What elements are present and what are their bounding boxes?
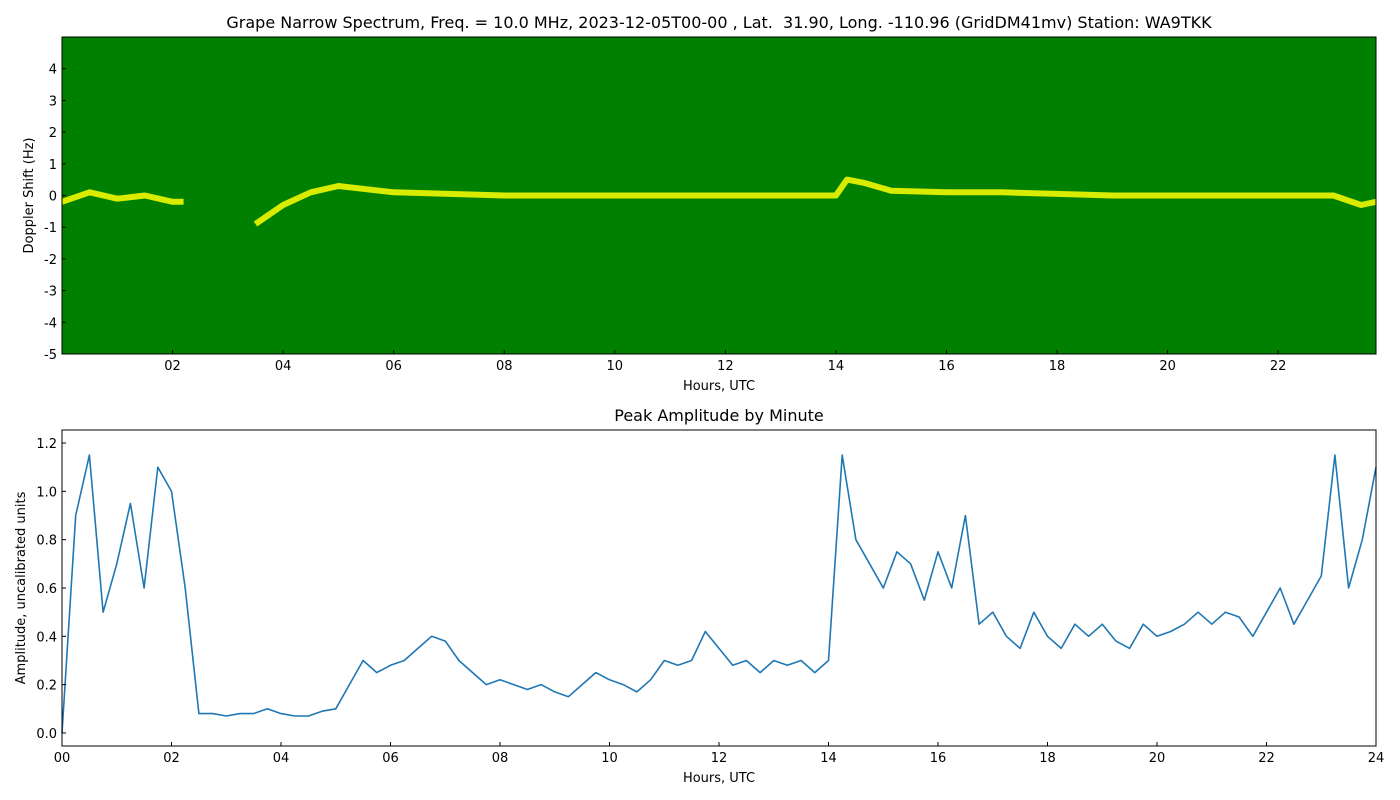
amplitude-line (61, 454, 1377, 734)
x-tick-label: 08 (492, 751, 509, 766)
y-axis-label: Doppler Shift (Hz) (22, 138, 37, 254)
y-axis-label: Amplitude, uncalibrated units (14, 491, 29, 684)
x-tick-label: 16 (930, 751, 947, 766)
x-tick-label: 20 (1159, 359, 1176, 374)
y-tick-label: 0.6 (36, 582, 57, 597)
y-tick-label: 1 (49, 158, 57, 173)
x-tick-label: 10 (607, 359, 624, 374)
y-tick-label: 0.4 (36, 630, 57, 645)
x-tick-label: 04 (273, 751, 290, 766)
y-tick-label: -5 (44, 348, 57, 363)
x-tick-label: 16 (938, 359, 955, 374)
chart-title: Grape Narrow Spectrum, Freq. = 10.0 MHz,… (226, 13, 1212, 32)
x-tick-label: 14 (828, 359, 845, 374)
x-tick-label: 02 (164, 359, 181, 374)
axes-frame (61, 429, 1377, 747)
chart-title: Peak Amplitude by Minute (614, 406, 824, 425)
doppler-trace (61, 176, 1377, 227)
x-tick-label: 02 (163, 751, 180, 766)
x-tick-label: 18 (1049, 359, 1066, 374)
x-tick-label: 06 (382, 751, 399, 766)
y-tick-label: 4 (49, 63, 57, 78)
x-tick-label: 12 (717, 359, 734, 374)
y-tick-label: -1 (44, 221, 57, 236)
y-tick-label: 2 (49, 126, 57, 141)
y-tick-label: 3 (49, 94, 57, 109)
x-tick-label: 18 (1039, 751, 1056, 766)
y-tick-label: 0.0 (36, 727, 57, 742)
y-tick-label: -2 (44, 253, 57, 268)
x-tick-label: 12 (711, 751, 728, 766)
x-tick-label: 06 (385, 359, 402, 374)
y-tick-label: 0.8 (36, 534, 57, 549)
y-tick-label: 1.2 (36, 437, 57, 452)
x-tick-label: 10 (601, 751, 618, 766)
x-tick-label: 08 (496, 359, 513, 374)
x-tick-label: 20 (1149, 751, 1166, 766)
x-tick-label: 24 (1368, 751, 1385, 766)
x-tick-label: 22 (1270, 359, 1287, 374)
y-tick-label: 0 (49, 190, 57, 205)
x-tick-label: 04 (275, 359, 292, 374)
y-tick-label: -3 (44, 285, 57, 300)
x-tick-label: 22 (1258, 751, 1275, 766)
x-axis-label: Hours, UTC (683, 379, 755, 394)
y-tick-label: 0.2 (36, 679, 57, 694)
x-tick-label: 00 (54, 751, 71, 766)
y-tick-label: 1.0 (36, 485, 57, 500)
y-tick-label: -4 (44, 316, 57, 331)
x-tick-label: 14 (820, 751, 837, 766)
x-axis-label: Hours, UTC (683, 771, 755, 786)
